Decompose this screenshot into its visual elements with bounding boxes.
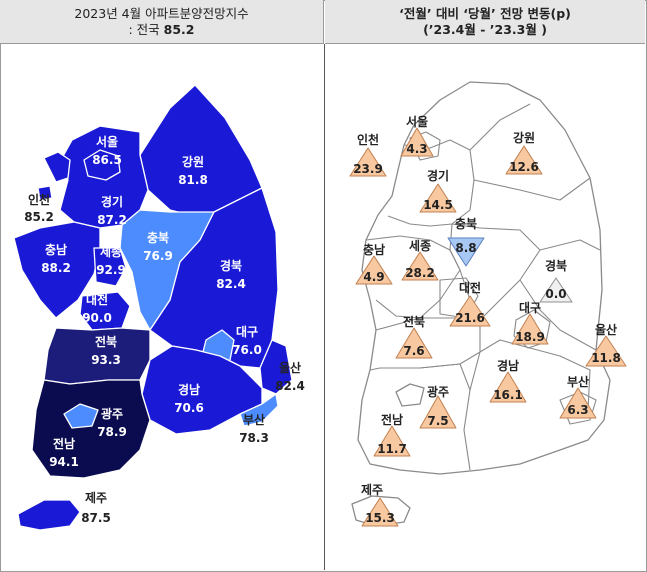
left-label-chungbuk-name: 충북	[147, 230, 169, 245]
left-label-daegu-value: 76.0	[232, 343, 262, 357]
region-seoul	[83, 149, 121, 181]
region-incheon-island	[37, 185, 53, 201]
left-label-chungnam-name: 충남	[45, 242, 67, 257]
region-jeonnam	[31, 379, 151, 479]
region-gangwon	[139, 84, 263, 215]
right-header-title: ‘전월’ 대비 ‘당월’ 전망 변동(p)	[399, 6, 571, 21]
left-header-title: 2023년 4월 아파트분양전망지수	[74, 6, 249, 21]
left-label-busan-value: 78.3	[239, 431, 269, 445]
left-label-ulsan-value: 82.4	[275, 379, 305, 393]
left-label-daegu-name: 대구	[236, 325, 258, 339]
left-label-jeonnam-name: 전남	[53, 436, 75, 451]
left-label-chungnam-value: 88.2	[41, 261, 71, 275]
left-label-gangwon-name: 강원	[182, 155, 204, 169]
left-label-gyeongnam-value: 70.6	[174, 401, 204, 415]
right-header-period: (’23.4월 - ’23.3월 )	[423, 22, 547, 37]
region-incheon	[43, 151, 71, 183]
left-label-gyeongnam-name: 경남	[178, 382, 200, 397]
region-chungnam	[13, 221, 101, 319]
left-header-national: : 전국 85.2	[128, 22, 195, 37]
left-label-jeonnam-value: 94.1	[49, 455, 79, 469]
left-label-chungbuk-value: 76.9	[143, 249, 173, 263]
left-label-jeonbuk-name: 전북	[95, 334, 117, 349]
left-label-busan-name: 부산	[243, 412, 265, 427]
left-label-gangwon-value: 81.8	[178, 173, 208, 187]
left-label-gwangju-name: 광주	[101, 406, 123, 421]
left-label-jeju-value: 87.5	[81, 511, 111, 525]
region-busan	[239, 393, 279, 427]
left-label-ulsan-name: 울산	[279, 360, 301, 375]
left-label-gwangju-value: 78.9	[97, 425, 127, 439]
right-header: ‘전월’ 대비 ‘당월’ 전망 변동(p) (’23.4월 - ’23.3월 )	[325, 0, 645, 44]
left-label-seoul-name: 서울	[96, 134, 118, 149]
left-label-sejong-name: 세종	[100, 244, 122, 259]
left-label-gyeonggi-value: 87.2	[97, 213, 127, 227]
left-label-daejeon-value: 90.0	[82, 311, 112, 325]
region-sejong	[93, 247, 127, 287]
left-label-incheon-value: 85.2	[24, 210, 54, 224]
left-label-gyeongbuk-name: 경북	[220, 259, 242, 273]
national-index-value: 85.2	[163, 22, 195, 37]
left-label-sejong-value: 92.9	[96, 263, 126, 277]
left-label-jeju-name: 제주	[85, 491, 107, 505]
panel-divider	[324, 44, 325, 570]
region-jeju	[17, 499, 81, 531]
region-gwangju	[63, 403, 99, 429]
left-label-incheon-name: 인천	[28, 192, 50, 207]
left-label-gyeonggi-name: 경기	[101, 194, 123, 209]
left-label-gyeongbuk-value: 82.4	[216, 277, 246, 291]
left-label-jeonbuk-value: 93.3	[91, 353, 121, 367]
left-header: 2023년 4월 아파트분양전망지수 : 전국 85.2	[0, 0, 324, 44]
left-label-daejeon-name: 대전	[86, 292, 108, 307]
left-map: 서울 86.5 인천 85.2 경기 87.2 강원 81.8 충북 76.9 …	[13, 84, 305, 531]
left-label-seoul-value: 86.5	[92, 153, 122, 167]
